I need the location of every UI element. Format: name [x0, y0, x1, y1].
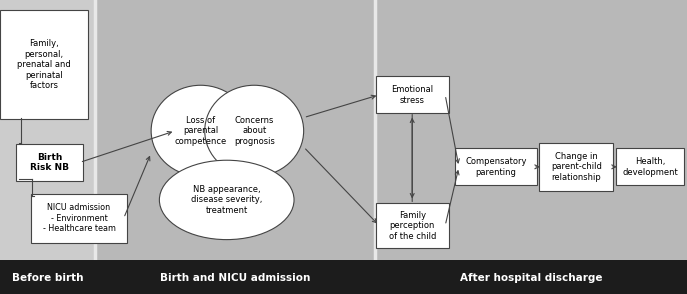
FancyBboxPatch shape — [376, 76, 449, 113]
FancyBboxPatch shape — [539, 143, 613, 191]
Text: Birth and NICU admission: Birth and NICU admission — [160, 273, 310, 283]
Text: Concerns
about
prognosis: Concerns about prognosis — [234, 116, 275, 146]
Bar — [0, 260, 95, 294]
Text: Before birth: Before birth — [12, 273, 83, 283]
Ellipse shape — [205, 85, 304, 176]
FancyBboxPatch shape — [455, 148, 537, 185]
Text: Emotional
stress: Emotional stress — [391, 85, 433, 104]
Text: NB appearance,
disease severity,
treatment: NB appearance, disease severity, treatme… — [191, 185, 262, 215]
Bar — [0, 0, 95, 260]
FancyBboxPatch shape — [31, 194, 127, 243]
Text: NICU admission
- Environment
- Healthcare team: NICU admission - Environment - Healthcar… — [43, 203, 115, 233]
FancyBboxPatch shape — [0, 10, 88, 119]
Ellipse shape — [151, 85, 250, 176]
Bar — [375, 260, 687, 294]
FancyBboxPatch shape — [616, 148, 684, 185]
Text: Family,
personal,
prenatal and
perinatal
factors: Family, personal, prenatal and perinatal… — [17, 39, 71, 90]
FancyBboxPatch shape — [376, 203, 449, 248]
FancyBboxPatch shape — [16, 144, 83, 181]
Text: Health,
development: Health, development — [622, 157, 678, 176]
Text: Compensatory
parenting: Compensatory parenting — [465, 157, 527, 176]
Bar — [95, 0, 375, 260]
Text: Family
perception
of the child: Family perception of the child — [389, 211, 436, 240]
Text: Change in
parent-child
relationship: Change in parent-child relationship — [551, 152, 602, 182]
Text: After hospital discharge: After hospital discharge — [460, 273, 602, 283]
Text: Loss of
parental
competence: Loss of parental competence — [174, 116, 227, 146]
Bar — [95, 260, 375, 294]
Text: Birth
Risk NB: Birth Risk NB — [30, 153, 69, 172]
Ellipse shape — [159, 160, 294, 240]
Bar — [375, 0, 687, 260]
